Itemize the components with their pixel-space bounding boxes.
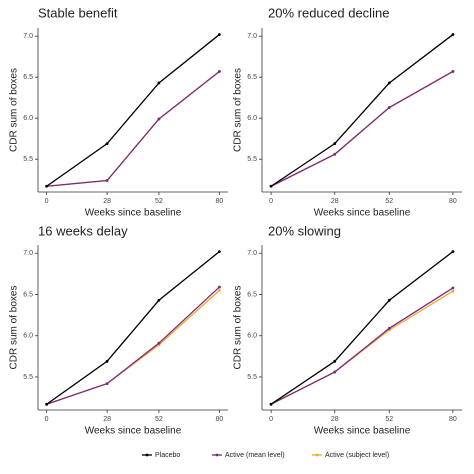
series-line <box>46 251 220 405</box>
series-line <box>46 286 220 405</box>
x-tick-label: 80 <box>215 416 223 423</box>
x-tick-label: 52 <box>385 416 393 423</box>
data-point <box>157 298 161 302</box>
x-tick-label: 28 <box>103 198 111 205</box>
legend-label: Active (subject level) <box>325 452 389 459</box>
x-tick-label: 0 <box>45 198 49 205</box>
chart-title: 20% slowing <box>268 223 341 238</box>
y-axis-label: CDR sum of boxes <box>233 286 244 370</box>
data-point <box>451 33 455 36</box>
y-tick-label: 5.5 <box>23 374 33 381</box>
y-tick-label: 6.5 <box>23 74 33 81</box>
y-tick-label: 6.0 <box>247 115 257 122</box>
y-tick-label: 6.5 <box>247 74 257 81</box>
data-point <box>269 184 273 188</box>
x-tick-label: 80 <box>449 198 457 205</box>
data-point <box>217 285 221 289</box>
data-point <box>217 288 221 292</box>
legend-label: Active (mean level) <box>225 452 285 459</box>
x-tick-label: 0 <box>269 416 273 423</box>
chart-title: 20% reduced decline <box>268 5 389 20</box>
y-tick-label: 7.0 <box>247 33 257 40</box>
data-point <box>105 359 109 363</box>
series-line <box>46 70 220 187</box>
series-line <box>270 34 454 187</box>
data-point <box>451 286 455 290</box>
data-point <box>105 142 109 146</box>
y-tick-label: 5.5 <box>23 156 33 163</box>
y-axis-label: CDR sum of boxes <box>9 68 20 152</box>
x-tick-label: 80 <box>449 416 457 423</box>
data-point <box>157 81 161 85</box>
chart-title: Stable benefit <box>38 5 118 20</box>
y-tick-label: 6.5 <box>23 291 33 298</box>
x-axis-label: Weeks since baseline <box>85 208 182 219</box>
data-point <box>157 117 161 121</box>
series-line <box>270 251 454 405</box>
x-tick-label: 0 <box>45 416 49 423</box>
data-point <box>105 382 109 385</box>
x-tick-label: 52 <box>155 416 163 423</box>
data-point <box>105 179 109 182</box>
data-point <box>451 250 455 254</box>
x-tick-label: 80 <box>215 198 223 205</box>
data-point <box>387 106 391 109</box>
data-point <box>333 152 337 156</box>
chart-title: 16 weeks delay <box>38 223 128 238</box>
data-point <box>333 370 337 374</box>
x-tick-label: 28 <box>331 416 339 423</box>
x-tick-label: 52 <box>385 198 393 205</box>
data-point <box>217 250 221 254</box>
x-tick-label: 28 <box>331 198 339 205</box>
x-axis-label: Weeks since baseline <box>314 208 411 219</box>
series-line <box>270 70 454 187</box>
y-tick-label: 7.0 <box>247 250 257 257</box>
data-point <box>45 402 49 406</box>
data-point <box>387 298 391 302</box>
y-tick-label: 6.0 <box>23 333 33 340</box>
data-point <box>333 142 337 146</box>
series-line <box>46 289 220 405</box>
series-line <box>270 70 454 187</box>
x-tick-label: 28 <box>103 416 111 423</box>
legend-label: Placebo <box>155 452 180 459</box>
data-point <box>451 70 455 73</box>
y-tick-label: 6.0 <box>23 115 33 122</box>
x-axis-label: Weeks since baseline <box>85 426 182 437</box>
y-axis-label: CDR sum of boxes <box>9 286 20 370</box>
series-line <box>46 70 220 187</box>
data-point <box>217 33 221 36</box>
data-point <box>333 359 337 363</box>
y-tick-label: 5.5 <box>247 156 257 163</box>
series-line <box>270 287 454 405</box>
y-axis-label: CDR sum of boxes <box>233 68 244 152</box>
legend-dot <box>215 453 219 457</box>
legend-dot <box>145 453 149 457</box>
y-tick-label: 6.0 <box>247 333 257 340</box>
y-tick-label: 5.5 <box>247 374 257 381</box>
legend-dot <box>315 453 319 457</box>
series-line <box>270 290 454 405</box>
y-tick-label: 7.0 <box>23 33 33 40</box>
data-point <box>217 70 221 73</box>
data-point <box>451 289 455 293</box>
data-point <box>269 402 273 406</box>
data-point <box>387 326 391 330</box>
series-line <box>46 34 220 187</box>
x-tick-label: 0 <box>269 198 273 205</box>
x-tick-label: 52 <box>155 198 163 205</box>
y-tick-label: 7.0 <box>23 250 33 257</box>
data-point <box>157 341 161 345</box>
data-point <box>387 81 391 85</box>
data-point <box>45 184 49 188</box>
x-axis-label: Weeks since baseline <box>314 426 411 437</box>
y-tick-label: 6.5 <box>247 291 257 298</box>
